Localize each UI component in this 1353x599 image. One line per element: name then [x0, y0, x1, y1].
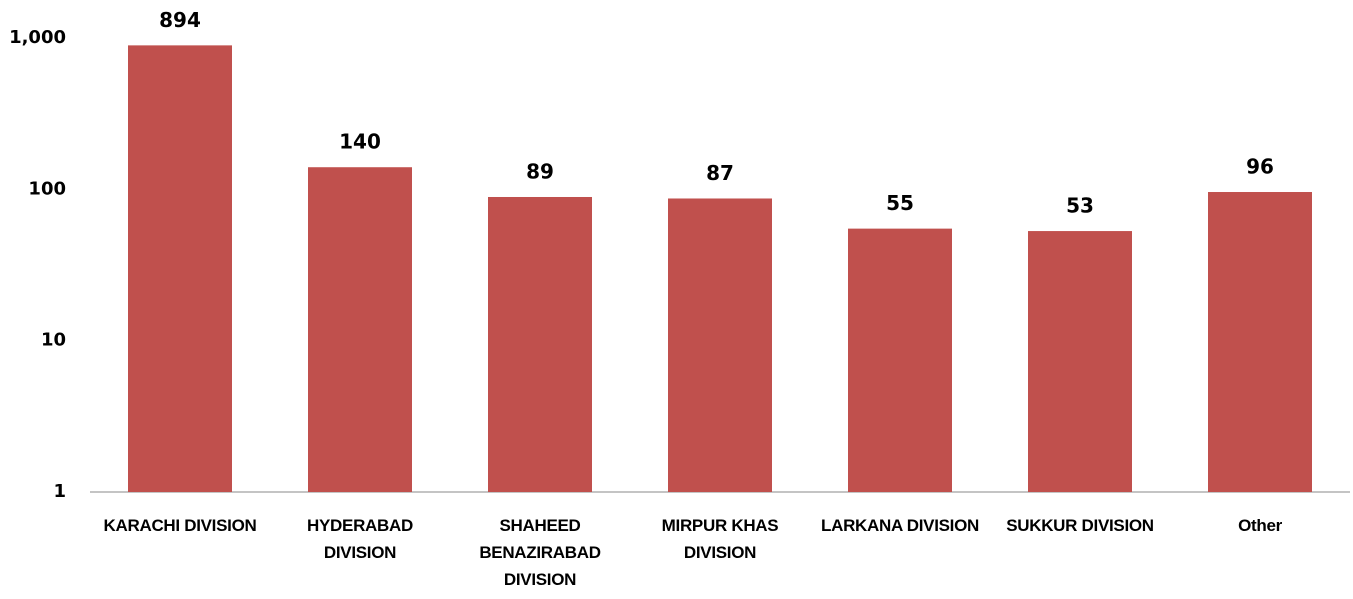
- value-label: 53: [1066, 194, 1094, 218]
- value-label: 140: [339, 130, 381, 154]
- x-tick-label: LARKANA DIVISION: [821, 516, 979, 535]
- value-label: 89: [526, 159, 554, 183]
- y-tick-label: 100: [28, 178, 66, 199]
- x-tick-label: KARACHI DIVISION: [103, 516, 257, 535]
- x-tick-label: SUKKUR DIVISION: [1006, 516, 1154, 535]
- value-label: 96: [1246, 155, 1274, 179]
- x-tick-label: Other: [1238, 516, 1282, 535]
- bar: [488, 196, 592, 492]
- bar: [128, 45, 232, 492]
- x-tick-label: SHAHEED BENAZIRABAD DIVISION: [479, 516, 601, 589]
- bar: [668, 198, 772, 492]
- x-tick-label: MIRPUR KHAS DIVISION: [661, 516, 779, 562]
- y-tick-label: 1: [53, 481, 66, 502]
- y-tick-label: 1,000: [9, 27, 66, 48]
- value-label: 894: [159, 8, 201, 32]
- x-tick-label: HYDERABAD DIVISION: [307, 516, 413, 562]
- value-label: 87: [706, 161, 734, 185]
- bar: [848, 228, 952, 492]
- bar: [1208, 192, 1312, 492]
- value-label: 55: [886, 191, 914, 215]
- bar: [1028, 231, 1132, 493]
- y-tick-label: 10: [41, 330, 66, 351]
- bar: [308, 167, 412, 492]
